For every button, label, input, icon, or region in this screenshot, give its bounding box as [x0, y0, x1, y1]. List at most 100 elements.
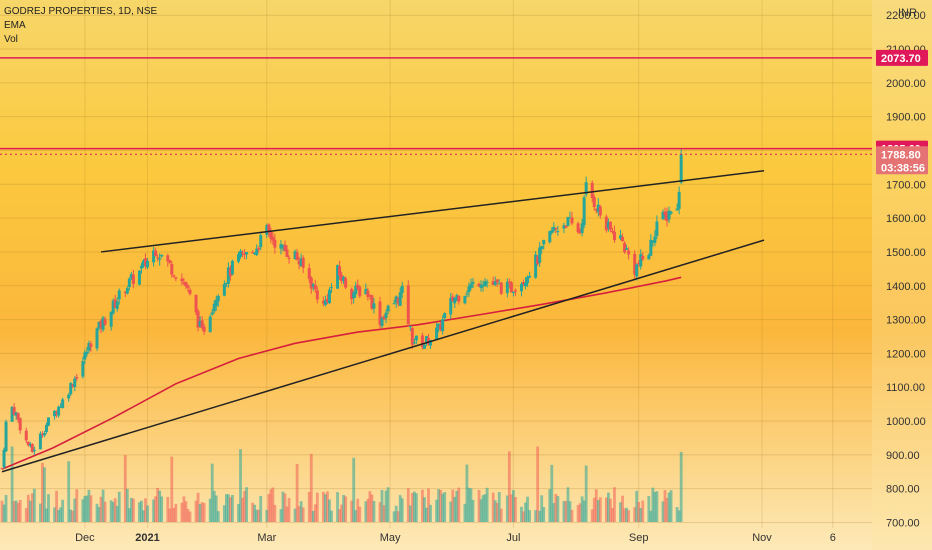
candle-body: [471, 281, 475, 284]
symbol-title[interactable]: GODREJ PROPERTIES, 1D, NSE: [4, 6, 158, 17]
candle-body: [463, 296, 467, 304]
volume-bar: [229, 497, 232, 522]
volume-bar: [661, 501, 665, 522]
candle-body: [83, 352, 87, 360]
candle-body: [372, 303, 376, 309]
volume-bar: [253, 504, 257, 522]
candle-body: [507, 281, 511, 284]
level-badge-label: 2073.70: [881, 53, 921, 65]
candle-body: [427, 338, 431, 345]
x-tick-label: 2021: [135, 532, 159, 544]
volume-bar: [465, 464, 469, 522]
volume-bar: [619, 502, 622, 522]
volume-bar: [425, 507, 428, 522]
candle-body: [441, 319, 445, 332]
candle-body: [168, 260, 172, 263]
candle-body: [129, 274, 133, 279]
volume-bar: [57, 509, 60, 522]
candle-body: [350, 288, 354, 300]
candle-body: [635, 264, 639, 277]
candle-body: [679, 154, 683, 183]
candle-body: [578, 230, 582, 233]
candle-body: [154, 250, 158, 257]
candle-body: [194, 294, 198, 313]
volume-bar: [528, 510, 531, 522]
volume-bar: [479, 499, 483, 522]
candle-body: [435, 327, 439, 340]
candle-body: [87, 343, 91, 351]
candle-body: [604, 216, 608, 231]
volume-bar: [451, 489, 455, 522]
volume-bar: [39, 503, 42, 522]
candle-body: [208, 316, 212, 333]
volume-bar: [83, 495, 87, 522]
candle-body: [329, 287, 333, 289]
y-tick-label: 1500.00: [886, 247, 926, 259]
volume-bar: [200, 502, 204, 522]
volume-indicator-label[interactable]: Vol: [4, 34, 18, 45]
volume-bar: [67, 461, 71, 522]
volume-bar: [520, 506, 523, 522]
candle-body: [524, 282, 528, 287]
y-tick-label: 1000.00: [886, 416, 926, 428]
volume-bar: [499, 508, 503, 522]
candle-body: [259, 235, 263, 248]
candle-body: [144, 258, 148, 266]
candle-body: [180, 278, 184, 282]
candle-body: [283, 244, 287, 251]
candle-body: [99, 320, 103, 329]
candle-body: [230, 260, 234, 275]
volume-bar: [237, 503, 240, 522]
candle-body: [538, 247, 542, 263]
volume-bar: [69, 509, 73, 522]
candle-body: [170, 263, 174, 275]
candle-body: [519, 283, 523, 292]
volume-bar: [443, 492, 447, 522]
y-tick-label: 1400.00: [886, 281, 926, 293]
candle-body: [598, 206, 602, 216]
candle-body: [453, 298, 457, 304]
candle-body: [321, 301, 325, 304]
candle-body: [550, 230, 554, 233]
volume-bar: [344, 496, 348, 522]
volume-bar: [14, 500, 18, 522]
volume-bar: [255, 509, 259, 522]
x-axis-labels: Dec 2021 Mar May Jul Sep Nov 6: [75, 532, 836, 544]
candle-body: [344, 278, 348, 288]
candle-body: [623, 243, 627, 253]
volume-bar: [534, 510, 538, 522]
volume-bar: [71, 510, 75, 522]
volume-bar: [483, 494, 487, 522]
volume-bar: [596, 499, 600, 522]
volume-bar: [109, 500, 113, 522]
volume-bar: [522, 511, 525, 522]
price-axis-bg: [872, 0, 932, 550]
volume-bar: [511, 490, 515, 522]
candle-body: [554, 228, 558, 230]
volume-bar: [307, 491, 311, 522]
volume-bar: [168, 508, 172, 522]
volume-bar: [273, 505, 277, 522]
candle-body: [158, 258, 162, 260]
volume-bar: [410, 493, 414, 522]
candle-body: [566, 217, 570, 227]
candle-body: [200, 320, 204, 328]
volume-bar: [505, 495, 509, 522]
candle-body: [224, 282, 228, 284]
candle-body: [398, 292, 402, 306]
volume-bar: [352, 457, 356, 522]
volume-bar: [182, 496, 186, 522]
volume-bar: [265, 509, 269, 522]
candle-body: [414, 335, 418, 341]
candle-body: [394, 296, 398, 303]
volume-bar: [677, 510, 681, 522]
candle-body: [212, 303, 216, 312]
volume-bar: [4, 495, 8, 522]
candle-body: [677, 192, 681, 209]
ema-indicator-label[interactable]: EMA: [4, 20, 26, 31]
candle-body: [297, 260, 301, 265]
candle-body: [196, 311, 200, 328]
volume-bar: [449, 501, 453, 522]
